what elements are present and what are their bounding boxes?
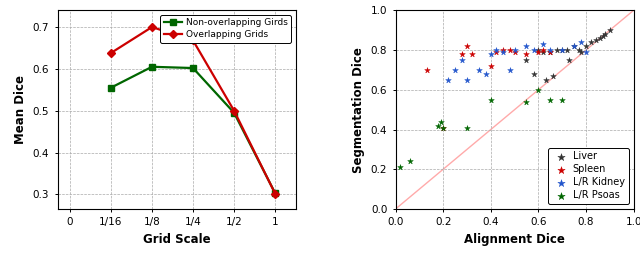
Non-overlapping Girds: [189, 67, 197, 70]
Legend: Liver, Spleen, L/R Kidney, L/R Psoas: Liver, Spleen, L/R Kidney, L/R Psoas: [548, 148, 628, 204]
L/R Kidney: [576, 40, 586, 44]
Liver: [562, 48, 572, 52]
L/R Kidney: [457, 58, 467, 62]
L/R Kidney: [490, 48, 500, 52]
L/R Kidney: [522, 44, 532, 48]
Spleen: [486, 64, 496, 68]
Liver: [600, 32, 610, 36]
L/R Kidney: [505, 68, 515, 72]
Liver: [605, 28, 615, 32]
L/R Psoas: [533, 88, 543, 92]
Liver: [590, 38, 600, 42]
Liver: [573, 48, 584, 52]
Spleen: [497, 48, 508, 52]
Liver: [540, 78, 550, 82]
Spleen: [457, 52, 467, 56]
L/R Kidney: [462, 78, 472, 82]
L/R Psoas: [545, 98, 556, 102]
Liver: [529, 72, 539, 76]
Liver: [598, 34, 608, 38]
L/R Kidney: [497, 50, 508, 54]
Y-axis label: Mean Dice: Mean Dice: [14, 75, 28, 144]
Liver: [569, 44, 579, 48]
L/R Kidney: [538, 42, 548, 46]
L/R Psoas: [396, 165, 406, 169]
L/R Kidney: [557, 48, 567, 52]
Non-overlapping Girds: [148, 65, 156, 68]
Non-overlapping Girds: [107, 86, 115, 89]
Spleen: [462, 44, 472, 48]
Overlapping Grids: [230, 109, 238, 112]
Line: Overlapping Grids: Overlapping Grids: [108, 24, 278, 197]
L/R Kidney: [486, 52, 496, 56]
Y-axis label: Segmentation Dice: Segmentation Dice: [352, 47, 365, 173]
Liver: [581, 44, 591, 48]
L/R Psoas: [438, 125, 448, 130]
Liver: [576, 50, 586, 54]
L/R Kidney: [481, 72, 491, 76]
Spleen: [421, 68, 431, 72]
Spleen: [545, 50, 556, 54]
Spleen: [438, 125, 448, 130]
Spleen: [538, 48, 548, 52]
X-axis label: Alignment Dice: Alignment Dice: [464, 233, 565, 246]
Non-overlapping Girds: [230, 111, 238, 114]
Spleen: [467, 52, 477, 56]
L/R Psoas: [486, 98, 496, 102]
Liver: [552, 48, 563, 52]
L/R Kidney: [569, 44, 579, 48]
Spleen: [509, 50, 520, 54]
L/R Psoas: [404, 159, 415, 163]
Spleen: [533, 50, 543, 54]
Line: Non-overlapping Girds: Non-overlapping Girds: [108, 64, 278, 196]
Overlapping Grids: [107, 51, 115, 54]
L/R Kidney: [581, 50, 591, 54]
Spleen: [522, 52, 532, 56]
Non-overlapping Girds: [271, 191, 279, 195]
L/R Kidney: [474, 68, 484, 72]
Liver: [545, 50, 556, 54]
Liver: [586, 40, 596, 44]
Spleen: [505, 48, 515, 52]
Overlapping Grids: [148, 26, 156, 29]
Overlapping Grids: [189, 39, 197, 42]
L/R Psoas: [462, 125, 472, 130]
Spleen: [490, 50, 500, 54]
L/R Kidney: [545, 48, 556, 52]
Liver: [548, 74, 558, 78]
L/R Psoas: [557, 98, 567, 102]
X-axis label: Grid Scale: Grid Scale: [143, 233, 211, 246]
L/R Kidney: [450, 68, 460, 72]
L/R Psoas: [433, 124, 444, 128]
L/R Kidney: [443, 78, 453, 82]
L/R Psoas: [522, 100, 532, 104]
Liver: [595, 36, 605, 40]
L/R Psoas: [436, 119, 446, 124]
Liver: [564, 58, 575, 62]
Liver: [557, 48, 567, 52]
Legend: Non-overlapping Girds, Overlapping Grids: Non-overlapping Girds, Overlapping Grids: [161, 15, 291, 43]
L/R Kidney: [509, 48, 520, 52]
Liver: [538, 50, 548, 54]
Liver: [522, 58, 532, 62]
Overlapping Grids: [271, 192, 279, 195]
Liver: [533, 48, 543, 52]
L/R Kidney: [529, 48, 539, 52]
